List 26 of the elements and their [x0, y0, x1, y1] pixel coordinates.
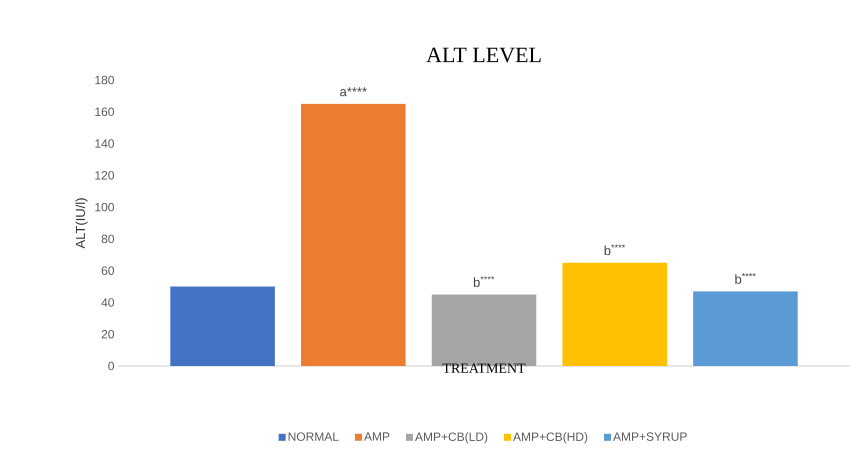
legend-label: AMP: [364, 432, 390, 441]
data-label: b$^{****}$: [474, 276, 494, 287]
bar: [562, 262, 668, 366]
chart-title: ALT LEVEL: [426, 48, 541, 62]
y-tick-label: 140: [95, 139, 114, 148]
bar: [170, 286, 275, 366]
data-label: a****: [340, 87, 367, 96]
y-tick-label: 40: [101, 298, 114, 307]
data-label: b$^{****}$: [735, 273, 756, 284]
legend-label: AMP+CB(LD): [415, 432, 488, 444]
y-tick-label: 160: [95, 108, 114, 116]
y-tick-label: 0: [108, 362, 114, 370]
legend-label: AMP+SYRUP: [613, 432, 687, 441]
x-axis-title: TREATMENT: [442, 364, 526, 373]
legend-label: AMP+CB(HD): [513, 432, 588, 444]
legend-label: NORMAL: [288, 432, 339, 441]
y-tick-label: 20: [102, 330, 114, 338]
y-tick-label: 180: [95, 76, 114, 84]
y-tick-label: 120: [95, 171, 114, 180]
bar: [301, 104, 406, 366]
bar: [693, 291, 798, 366]
y-tick-label: 80: [102, 234, 114, 244]
y-tick-label: 100: [95, 202, 114, 212]
data-label: b$^{****}$: [604, 244, 626, 256]
y-axis-title: ALT(IU/l): [75, 198, 88, 248]
y-tick-label: 60: [102, 266, 114, 275]
